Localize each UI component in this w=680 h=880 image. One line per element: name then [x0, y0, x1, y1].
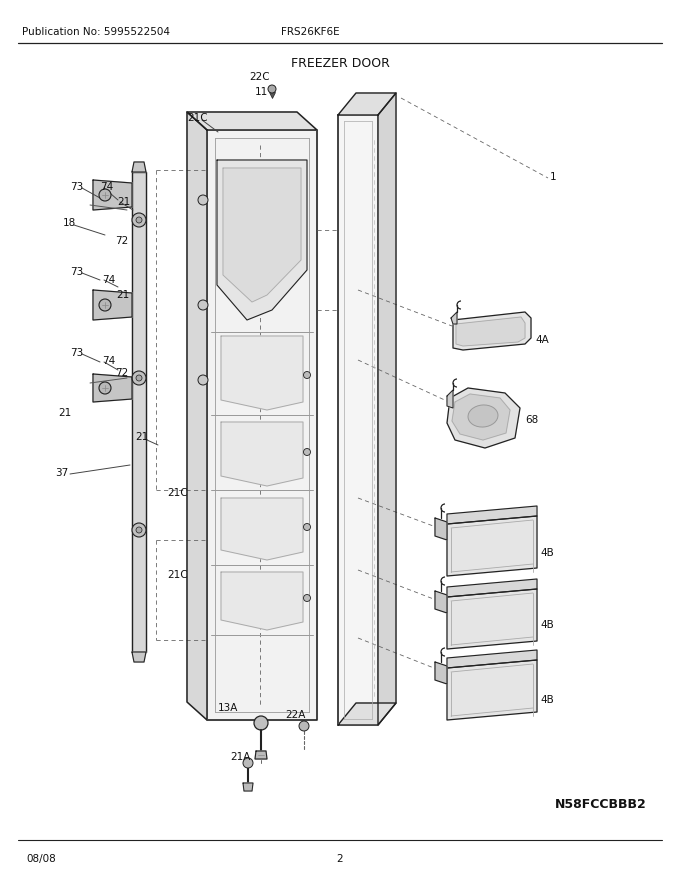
- Text: 1: 1: [550, 172, 557, 182]
- Circle shape: [254, 716, 268, 730]
- Polygon shape: [447, 506, 537, 524]
- Text: 74: 74: [100, 182, 114, 192]
- Polygon shape: [93, 374, 132, 402]
- Text: N58FCCBBB2: N58FCCBBB2: [555, 798, 647, 811]
- Text: 08/08: 08/08: [26, 854, 56, 864]
- Circle shape: [99, 382, 111, 394]
- Polygon shape: [456, 317, 525, 346]
- Circle shape: [303, 449, 311, 456]
- Text: 4A: 4A: [535, 335, 549, 345]
- Text: 73: 73: [70, 348, 83, 358]
- Circle shape: [268, 85, 276, 93]
- Circle shape: [198, 375, 208, 385]
- Polygon shape: [132, 162, 146, 172]
- Text: 21: 21: [58, 408, 71, 418]
- Polygon shape: [447, 579, 537, 597]
- Polygon shape: [447, 589, 537, 649]
- Text: 68: 68: [525, 415, 539, 425]
- Polygon shape: [132, 172, 146, 652]
- Polygon shape: [447, 660, 537, 720]
- Polygon shape: [132, 652, 146, 662]
- Polygon shape: [338, 115, 378, 725]
- Polygon shape: [378, 93, 396, 725]
- Polygon shape: [221, 422, 303, 486]
- Polygon shape: [338, 703, 396, 725]
- Text: 74: 74: [102, 275, 115, 285]
- Text: FRS26KF6E: FRS26KF6E: [281, 27, 339, 37]
- Text: 22C: 22C: [250, 72, 271, 82]
- Circle shape: [136, 527, 142, 533]
- Text: 2: 2: [337, 854, 343, 864]
- Text: 18: 18: [63, 218, 76, 228]
- Polygon shape: [451, 312, 457, 324]
- Polygon shape: [338, 93, 396, 115]
- Polygon shape: [453, 312, 531, 350]
- Polygon shape: [255, 751, 267, 759]
- Text: 13A: 13A: [218, 703, 239, 713]
- Circle shape: [99, 189, 111, 201]
- Polygon shape: [187, 112, 317, 130]
- Text: FREEZER DOOR: FREEZER DOOR: [290, 57, 390, 70]
- Polygon shape: [435, 518, 447, 540]
- Circle shape: [198, 300, 208, 310]
- Ellipse shape: [468, 405, 498, 427]
- Text: 73: 73: [70, 267, 83, 277]
- Text: 72: 72: [115, 236, 129, 246]
- Text: 72: 72: [115, 368, 129, 378]
- Text: 22A: 22A: [285, 710, 305, 720]
- Circle shape: [99, 299, 111, 311]
- Text: 74: 74: [102, 356, 115, 366]
- Circle shape: [198, 195, 208, 205]
- Polygon shape: [223, 168, 301, 302]
- Polygon shape: [221, 336, 303, 410]
- Text: 21: 21: [135, 432, 148, 442]
- Circle shape: [303, 371, 311, 378]
- Text: 21: 21: [117, 197, 131, 207]
- Text: 21A: 21A: [230, 752, 250, 762]
- Circle shape: [299, 721, 309, 731]
- Polygon shape: [435, 662, 447, 684]
- Text: 4B: 4B: [540, 695, 554, 705]
- Text: Publication No: 5995522504: Publication No: 5995522504: [22, 27, 170, 37]
- Polygon shape: [447, 516, 537, 576]
- Circle shape: [132, 523, 146, 537]
- Polygon shape: [217, 160, 307, 320]
- Text: 21C: 21C: [167, 488, 188, 498]
- Text: 11: 11: [254, 87, 268, 97]
- Text: 37: 37: [55, 468, 68, 478]
- Polygon shape: [187, 112, 207, 720]
- Polygon shape: [452, 394, 510, 440]
- Polygon shape: [207, 130, 317, 720]
- Circle shape: [136, 375, 142, 381]
- Text: 21C: 21C: [167, 570, 188, 580]
- Circle shape: [132, 371, 146, 385]
- Polygon shape: [435, 591, 447, 613]
- Circle shape: [303, 595, 311, 602]
- Polygon shape: [447, 650, 537, 668]
- Polygon shape: [221, 498, 303, 560]
- Polygon shape: [447, 390, 453, 408]
- Text: 73: 73: [70, 182, 83, 192]
- Text: 21: 21: [116, 290, 129, 300]
- Polygon shape: [93, 290, 132, 320]
- Text: 4B: 4B: [540, 548, 554, 558]
- Circle shape: [132, 213, 146, 227]
- Polygon shape: [447, 388, 520, 448]
- Circle shape: [243, 758, 253, 768]
- Polygon shape: [243, 783, 253, 791]
- Text: 21C: 21C: [187, 113, 207, 123]
- Circle shape: [136, 217, 142, 223]
- Polygon shape: [221, 572, 303, 630]
- Circle shape: [303, 524, 311, 531]
- Polygon shape: [93, 180, 132, 210]
- Text: 4B: 4B: [540, 620, 554, 630]
